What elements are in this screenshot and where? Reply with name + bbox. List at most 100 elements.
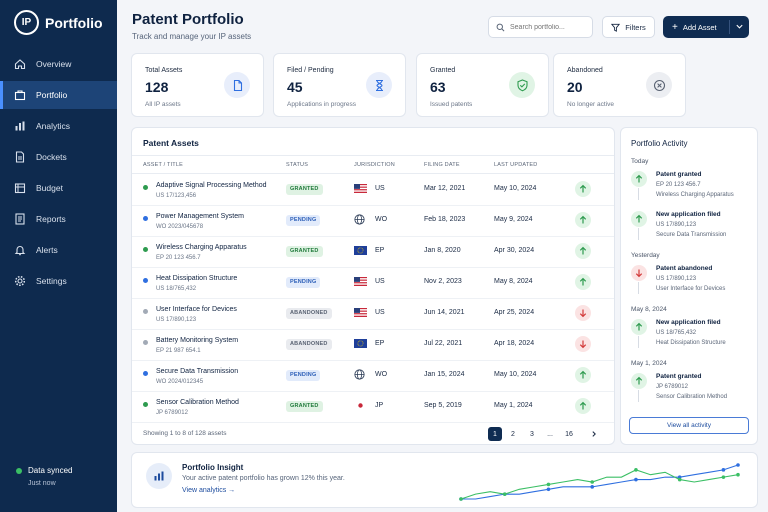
stat-card-filed-pending[interactable]: Filed / Pending 45 Applications in progres… — [273, 53, 406, 117]
column-asset[interactable]: ASSET / TITLE — [143, 162, 183, 168]
budget-icon — [14, 182, 26, 194]
arrow-up-icon — [575, 212, 591, 228]
asset-title[interactable]: Secure Data Transmission — [156, 368, 239, 375]
sidebar-item-overview[interactable]: Overview — [0, 50, 117, 78]
asset-number: US 17/890,123 — [156, 317, 197, 323]
chevron-right-icon[interactable] — [587, 427, 601, 441]
sparkline-point — [502, 492, 507, 496]
sidebar-item-budget[interactable]: Budget — [0, 174, 117, 202]
sidebar-item-analytics[interactable]: Analytics — [0, 112, 117, 140]
table-header: ASSET / TITLE STATUS JURISDICTION FILING… — [132, 155, 614, 174]
filters-button[interactable]: Filters — [602, 16, 655, 38]
flag-jp-icon — [354, 401, 367, 410]
asset-number: EP 21 987 654.1 — [156, 348, 201, 354]
patent-assets-card: Patent Assets ASSET / TITLE STATUS JURIS… — [131, 127, 615, 445]
arrow-up-icon — [575, 398, 591, 414]
asset-title[interactable]: Battery Monitoring System — [156, 337, 239, 344]
globe-icon — [354, 369, 367, 380]
table-row[interactable]: Wireless Charging Apparatus EP 20 123 456… — [132, 237, 614, 268]
stat-card-total-assets[interactable]: Total Assets 128 All IP assets — [131, 53, 264, 117]
sidebar-item-alerts[interactable]: Alerts — [0, 236, 117, 264]
asset-title[interactable]: Power Management System — [156, 213, 244, 220]
activity-heading: New application filed — [656, 211, 721, 218]
assets-title: Patent Assets — [143, 138, 199, 148]
status-dot — [143, 185, 148, 190]
table-row[interactable]: Heat Dissipation Structure US 18/765,432 P… — [132, 268, 614, 299]
search-input[interactable] — [510, 23, 588, 31]
view-all-activity-button[interactable]: View all activity — [629, 417, 749, 434]
page-2-button[interactable]: 2 — [511, 430, 515, 438]
stat-value: 20 — [567, 79, 583, 95]
activity-heading: New application filed — [656, 319, 721, 326]
table-row[interactable]: Adaptive Signal Processing Method US 17/1… — [132, 175, 614, 206]
activity-asset: Sensor Calibration Method — [656, 394, 728, 400]
filing-date: Sep 5, 2019 — [424, 402, 462, 409]
asset-title[interactable]: Heat Dissipation Structure — [156, 275, 238, 282]
page-1-button[interactable]: 1 — [488, 427, 502, 441]
chevron-down-icon[interactable] — [735, 22, 744, 31]
asset-number: WO 2024/012345 — [156, 379, 204, 385]
sidebar-item-label: Portfolio — [36, 90, 68, 100]
stat-label: Filed / Pending — [287, 67, 334, 74]
timeline-line — [638, 188, 639, 200]
jurisdiction: US — [375, 309, 385, 316]
table-row[interactable]: Secure Data Transmission WO 2024/012345 PE… — [132, 361, 614, 392]
last-updated: May 9, 2024 — [494, 216, 533, 223]
activity-asset: Heat Dissipation Structure — [656, 340, 726, 346]
filing-date: Jul 22, 2021 — [424, 340, 463, 347]
page-3-button[interactable]: 3 — [530, 430, 534, 438]
table-row[interactable]: User Interface for Devices US 17/890,123 A… — [132, 299, 614, 330]
activity-group-label: May 1, 2024 — [631, 360, 667, 367]
status-dot — [143, 402, 148, 407]
table-row[interactable]: Battery Monitoring System EP 21 987 654.1… — [132, 330, 614, 361]
arrow-up-icon — [631, 171, 647, 187]
filing-date: Feb 18, 2023 — [424, 216, 466, 223]
status-badge: ABANDONED — [286, 308, 332, 319]
asset-title[interactable]: Adaptive Signal Processing Method — [156, 182, 267, 189]
arrow-up-icon — [575, 274, 591, 290]
timeline-line — [638, 390, 639, 402]
sidebar-item-reports[interactable]: Reports — [0, 205, 117, 233]
status-badge: GRANTED — [286, 401, 323, 412]
app-logo[interactable]: IP Portfolio — [14, 10, 103, 35]
view-analytics-link[interactable]: View analytics → — [182, 487, 236, 494]
activity-asset: User Interface for Devices — [656, 286, 726, 292]
last-updated: May 10, 2024 — [494, 371, 537, 378]
sidebar-item-dockets[interactable]: Dockets — [0, 143, 117, 171]
activity-number: EP 20 123 456.7 — [656, 182, 701, 188]
sync-status: Data synced Just now — [16, 466, 72, 487]
asset-title[interactable]: User Interface for Devices — [156, 306, 237, 313]
column-last-updated[interactable]: LAST UPDATED — [494, 162, 538, 168]
sparkline-series-1 — [460, 469, 739, 500]
stat-label: Granted — [430, 67, 456, 74]
stat-card-abandoned[interactable]: Abandoned 20 No longer active — [553, 53, 686, 117]
filters-label: Filters — [625, 22, 646, 32]
sparkline-point — [546, 487, 551, 492]
asset-title[interactable]: Sensor Calibration Method — [156, 399, 239, 406]
sidebar-item-label: Budget — [36, 183, 63, 193]
asset-title[interactable]: Wireless Charging Apparatus — [156, 244, 247, 251]
gear-icon — [14, 275, 26, 287]
bar-chart-icon — [14, 120, 26, 132]
search-box[interactable] — [488, 16, 593, 38]
column-status[interactable]: STATUS — [286, 162, 309, 168]
activity-group-label: Today — [631, 158, 649, 165]
sidebar-item-portfolio[interactable]: Portfolio — [0, 81, 117, 109]
stat-card-granted[interactable]: Granted 63 Issued patents — [416, 53, 549, 117]
activity-number: US 17/890,123 — [656, 276, 697, 282]
activity-title: Portfolio Activity — [631, 139, 688, 148]
column-jurisdiction[interactable]: JURISDICTION — [354, 162, 395, 168]
sidebar-item-label: Overview — [36, 59, 72, 69]
column-filing-date[interactable]: FILING DATE — [424, 162, 460, 168]
table-row[interactable]: Sensor Calibration Method JP 6789012 GRANT… — [132, 392, 614, 423]
add-asset-button[interactable]: + Add Asset — [663, 16, 749, 38]
activity-heading: Patent granted — [656, 373, 702, 380]
arrow-up-icon — [575, 243, 591, 259]
asset-number: US 17/123,456 — [156, 193, 197, 199]
table-row[interactable]: Power Management System WO 2023/045678 PEN… — [132, 206, 614, 237]
sparkline-point — [634, 477, 638, 482]
sparkline-point — [590, 485, 595, 489]
page-16-button[interactable]: 16 — [565, 430, 573, 438]
sidebar-item-settings[interactable]: Settings — [0, 267, 117, 295]
asset-number: WO 2023/045678 — [156, 224, 204, 230]
